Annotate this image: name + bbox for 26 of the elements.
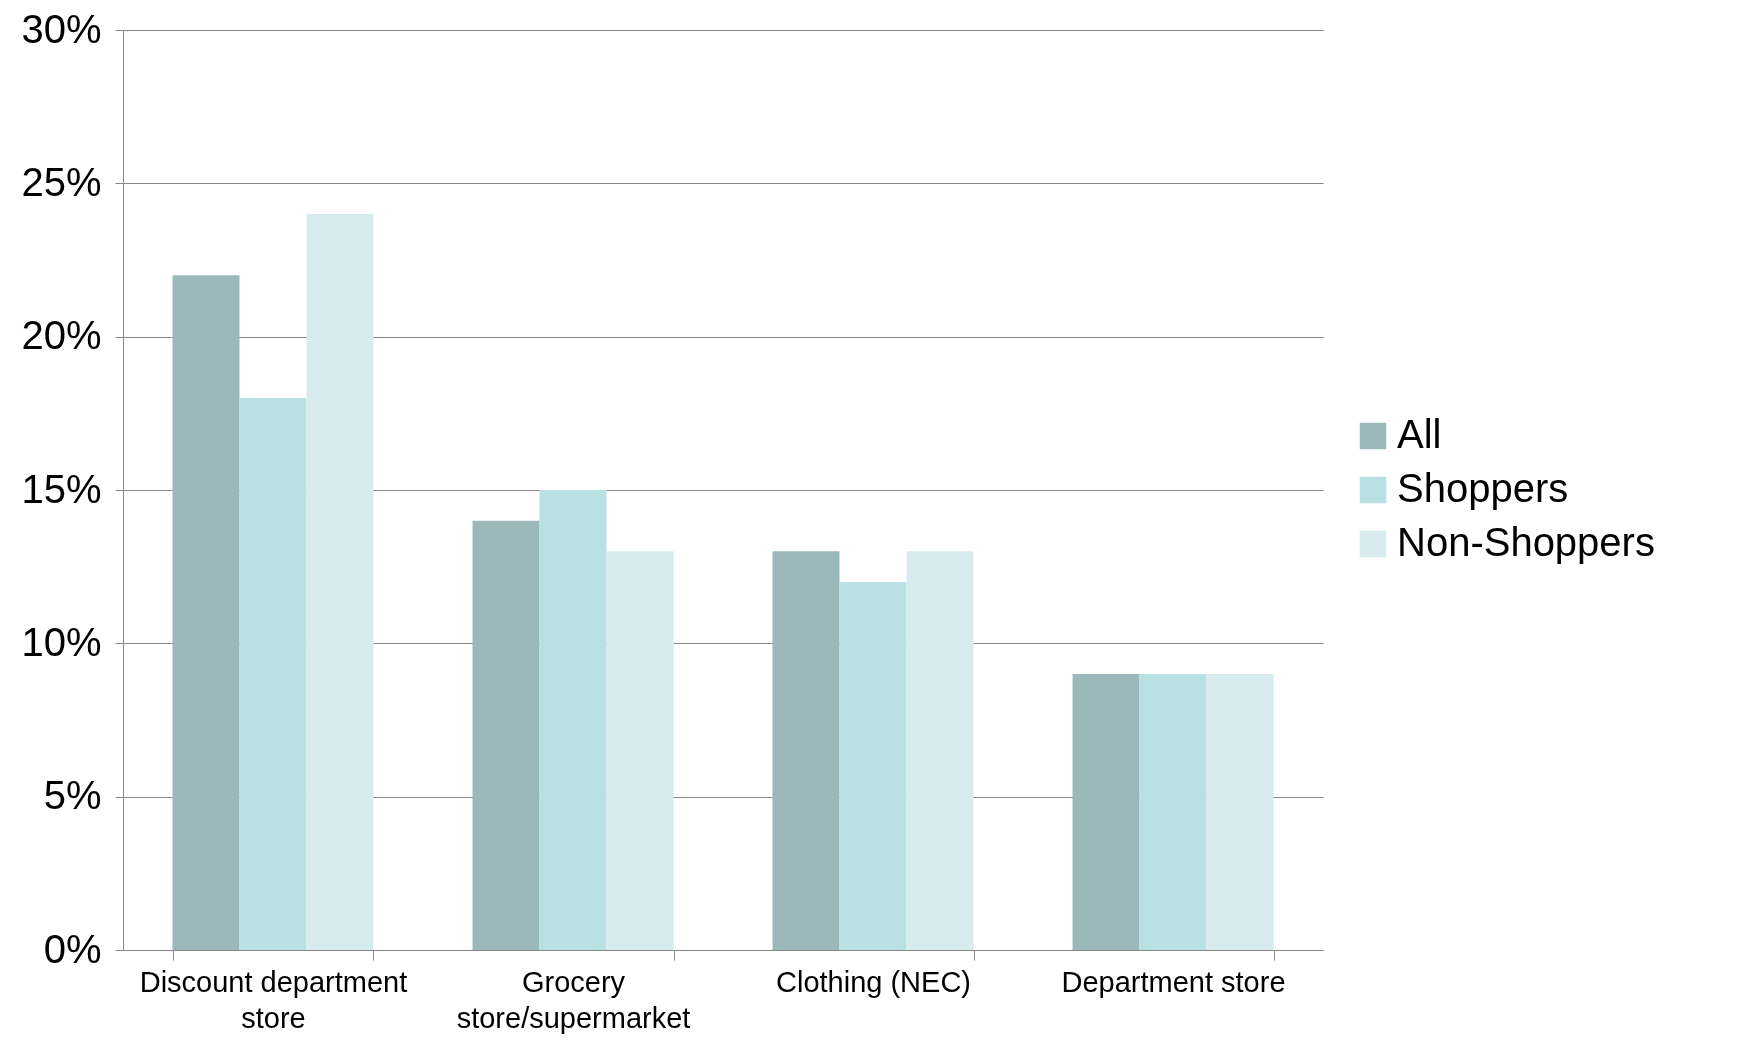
x-tick-label: Discount department store bbox=[139, 965, 408, 1034]
y-tick-label: 0% bbox=[43, 926, 102, 971]
bar bbox=[839, 582, 907, 950]
y-tick-label: 25% bbox=[21, 159, 102, 204]
bar bbox=[772, 551, 840, 950]
bar bbox=[606, 551, 674, 950]
x-tick-label: Grocery store/supermarket bbox=[456, 965, 691, 1034]
bar bbox=[472, 520, 540, 950]
legend-label: All bbox=[1397, 412, 1442, 456]
y-tick-label: 30% bbox=[21, 6, 102, 51]
y-tick-label: 20% bbox=[21, 313, 102, 358]
x-tick-label: Department store bbox=[1061, 965, 1286, 998]
bar bbox=[1139, 674, 1207, 950]
legend-label: Non-Shoppers bbox=[1397, 520, 1655, 564]
y-tick-label: 10% bbox=[21, 619, 102, 664]
bar bbox=[539, 490, 607, 950]
bar bbox=[906, 551, 974, 950]
bar bbox=[172, 275, 240, 950]
x-tick-label: Clothing (NEC) bbox=[776, 965, 971, 998]
legend-label: Shoppers bbox=[1397, 466, 1569, 510]
bar bbox=[1206, 674, 1274, 950]
y-tick-label: 5% bbox=[43, 773, 102, 818]
y-tick-label: 15% bbox=[21, 466, 102, 511]
bar bbox=[306, 214, 374, 950]
bar bbox=[239, 398, 307, 950]
bar bbox=[1072, 674, 1140, 950]
